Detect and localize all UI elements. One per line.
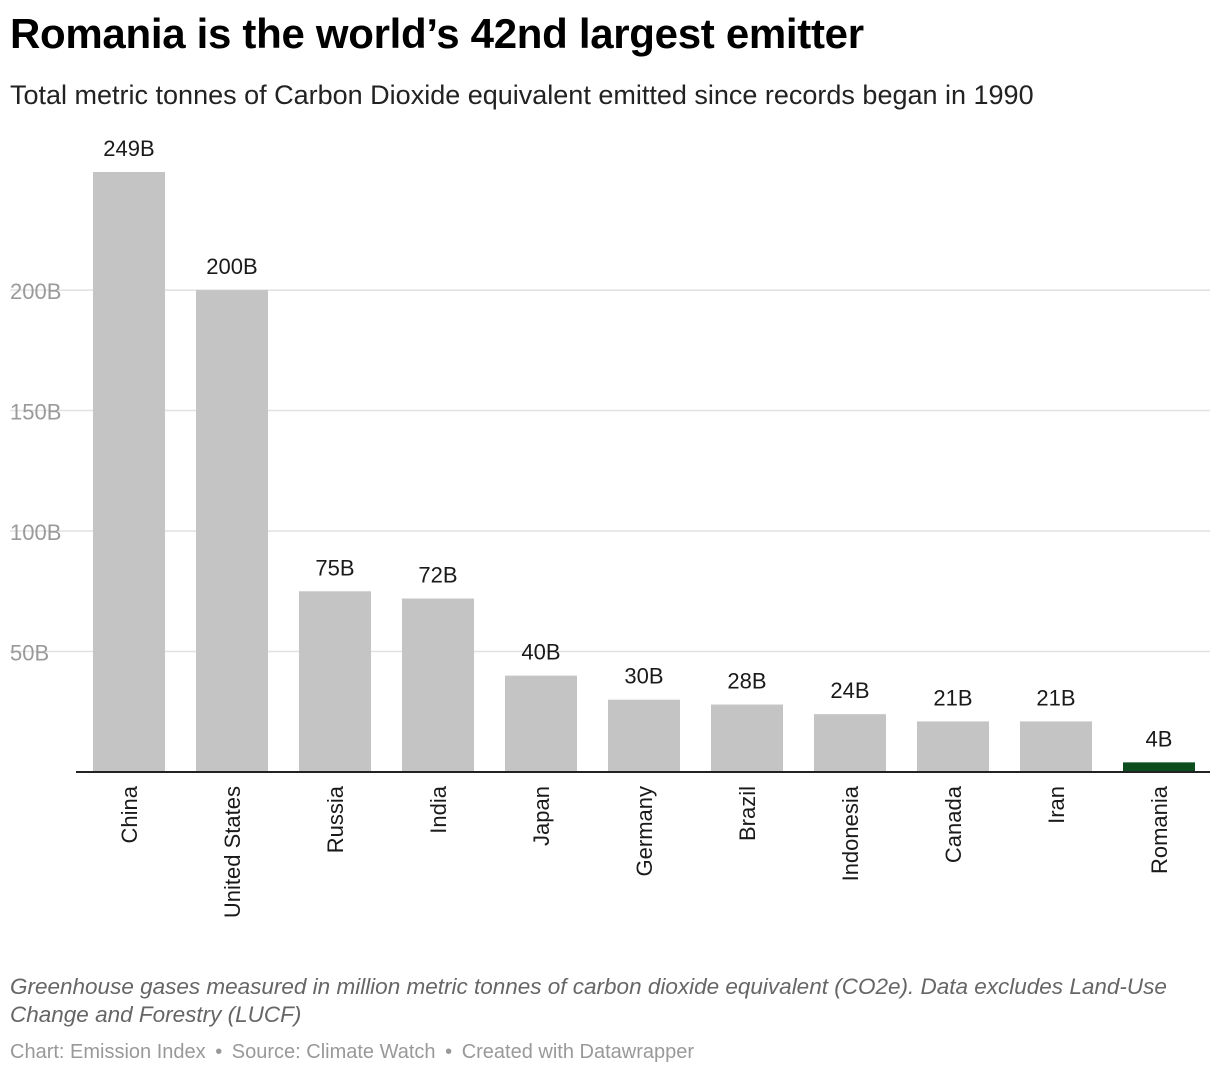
bar-indonesia	[814, 714, 886, 772]
credit-chart: Chart: Emission Index	[10, 1041, 206, 1063]
bar-iran	[1020, 721, 1092, 772]
x-tick-label: Brazil	[735, 786, 760, 841]
chart-title: Romania is the world’s 42nd largest emit…	[10, 10, 864, 57]
footnote: Greenhouse gases measured in million met…	[10, 974, 1167, 1027]
bar-value-label: 21B	[933, 685, 972, 710]
x-tick-label: Japan	[529, 786, 554, 846]
credit-source: Source: Climate Watch	[231, 1041, 436, 1063]
bar-value-label: 200B	[206, 254, 257, 279]
y-tick-label: 50B	[10, 641, 49, 666]
x-tick-label: Romania	[1147, 785, 1172, 874]
x-tick-label: India	[426, 785, 451, 833]
credit-tool: Created with Datawrapper	[461, 1041, 695, 1063]
bar-value-label: 30B	[624, 664, 663, 689]
bar-india	[402, 598, 474, 772]
bar-value-label: 28B	[727, 669, 766, 694]
credit-separator: •	[445, 1041, 453, 1063]
bar-romania	[1123, 762, 1195, 772]
bar-china	[93, 172, 165, 772]
bars	[93, 172, 1195, 772]
bar-value-label: 24B	[830, 678, 869, 703]
bar-value-label: 75B	[315, 555, 354, 580]
x-tick-label: Indonesia	[838, 785, 863, 881]
bar-japan	[505, 675, 577, 772]
x-tick-label: China	[117, 785, 142, 843]
bar-canada	[917, 721, 989, 772]
bar-value-label: 249B	[103, 136, 154, 161]
bar-value-label: 21B	[1036, 685, 1075, 710]
x-tick-label: Canada	[941, 785, 966, 863]
credit-separator: •	[215, 1041, 223, 1063]
x-tick-label: Germany	[632, 786, 657, 876]
bar-united-states	[196, 290, 268, 772]
bar-value-label: 72B	[418, 563, 457, 588]
x-tick-label: United States	[220, 786, 245, 918]
bar-value-label: 40B	[521, 640, 560, 665]
y-tick-label: 100B	[10, 520, 61, 545]
bar-germany	[608, 699, 680, 772]
bar-brazil	[711, 704, 783, 772]
x-tick-label: Iran	[1044, 786, 1069, 824]
x-axis-labels: China United States Russia India Japan German…	[117, 785, 1172, 918]
y-tick-label: 200B	[10, 279, 61, 304]
credits: Chart: Emission Index • Source: Climate …	[10, 1041, 694, 1064]
value-labels: 249B 200B 75B 72B 40B 30B 28B 24B 21B 21B 4B	[103, 136, 1172, 751]
x-tick-label: Russia	[323, 785, 348, 853]
bar-value-label: 4B	[1146, 726, 1173, 751]
bar-russia	[299, 591, 371, 772]
chart-subtitle: Total metric tonnes of Carbon Dioxide eq…	[10, 80, 1034, 110]
y-tick-label: 150B	[10, 400, 61, 425]
gridlines	[10, 289, 1210, 653]
y-axis-ticks: 50B 100B 150B 200B	[10, 279, 61, 665]
